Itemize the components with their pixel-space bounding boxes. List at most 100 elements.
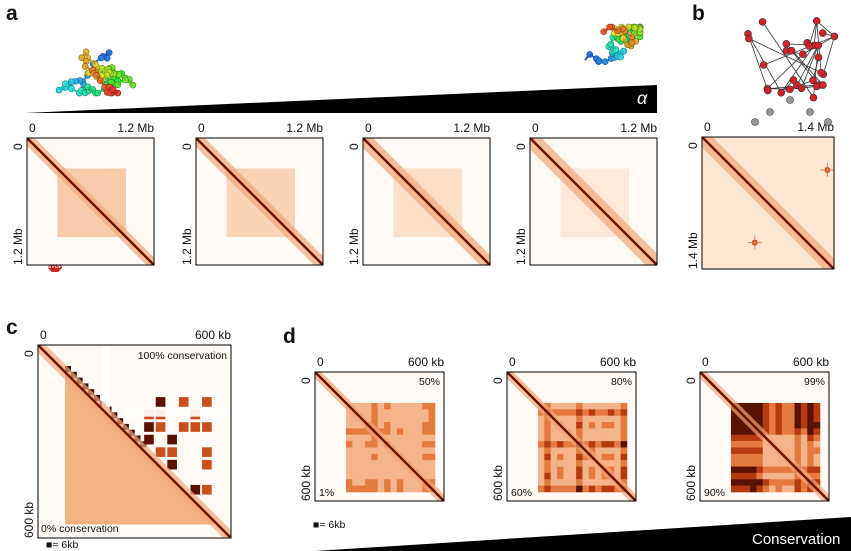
cell [601, 402, 609, 410]
cell [788, 402, 795, 410]
cell [422, 402, 429, 410]
cell [544, 472, 551, 480]
cell [428, 472, 436, 480]
upper-block [202, 447, 212, 457]
tree-node [830, 32, 839, 41]
stop-label: STOP [48, 264, 63, 270]
tree-node [759, 61, 768, 69]
cell [422, 409, 429, 416]
x-end-label: 1.2 Mb [117, 121, 154, 135]
cell [737, 422, 744, 429]
tree-node [819, 81, 827, 89]
x-end-label: 600 kb [195, 328, 231, 342]
cell [607, 434, 615, 442]
cell [730, 460, 738, 467]
cell [737, 466, 744, 474]
cell [345, 441, 353, 448]
cell [422, 434, 429, 442]
cell [422, 441, 429, 448]
cell [415, 434, 423, 442]
cell [377, 447, 385, 455]
cell [576, 472, 583, 480]
cell [557, 460, 564, 467]
cell [569, 479, 577, 486]
cell [781, 472, 789, 480]
cell [730, 453, 738, 461]
cell [614, 428, 621, 436]
cell [800, 428, 808, 436]
cell [345, 485, 353, 493]
cell [588, 479, 596, 486]
cell [769, 409, 776, 416]
cell [800, 422, 808, 429]
cell [403, 485, 410, 493]
cell [794, 428, 802, 436]
cell [358, 485, 366, 493]
cell [607, 485, 615, 493]
tree-node [817, 68, 825, 77]
cell [614, 409, 621, 416]
cell [588, 466, 596, 474]
cell [813, 422, 821, 429]
cell [607, 441, 615, 448]
tree-node [763, 86, 772, 95]
cell [345, 453, 353, 461]
cell [750, 466, 757, 474]
cell [384, 415, 391, 423]
cell [750, 472, 757, 480]
cell [422, 447, 429, 455]
cell [595, 479, 602, 486]
cell [358, 434, 366, 442]
cell [800, 402, 808, 410]
cell [377, 415, 385, 423]
cell [813, 434, 821, 442]
cell [769, 453, 776, 461]
cell [769, 422, 776, 429]
cell [365, 479, 372, 486]
y-start-label: 0 [491, 377, 505, 384]
cell [345, 460, 353, 467]
cell [365, 402, 372, 410]
y-start-label: 0 [11, 143, 25, 150]
cell [409, 402, 417, 410]
cell [352, 441, 359, 448]
cell [807, 428, 814, 436]
cell [737, 485, 744, 493]
cell [537, 466, 545, 474]
cell [415, 485, 423, 493]
cell [396, 402, 404, 410]
bead [109, 86, 117, 93]
cell [769, 415, 776, 423]
cell [762, 402, 770, 410]
white-stripe [124, 408, 231, 417]
cell [582, 479, 590, 486]
cell [762, 466, 770, 474]
cell [595, 441, 602, 448]
cell [415, 428, 423, 436]
cell [396, 428, 404, 436]
cell [345, 447, 353, 455]
cell [807, 415, 814, 423]
cell [775, 402, 783, 410]
cell [537, 415, 545, 423]
cell [756, 409, 764, 416]
cell [601, 422, 609, 429]
y-start-label: 0 [686, 142, 700, 149]
cell [563, 402, 571, 410]
cell [620, 447, 628, 455]
cell [800, 409, 808, 416]
cell [390, 479, 398, 486]
cell [365, 485, 372, 493]
cell [396, 479, 404, 486]
cell [813, 415, 821, 423]
cell [582, 485, 590, 493]
cell [544, 485, 551, 493]
cell [422, 415, 429, 423]
cell [403, 415, 410, 423]
cell [794, 409, 802, 416]
cell [550, 441, 558, 448]
cell [352, 434, 359, 442]
cell [537, 422, 545, 429]
diagonal [315, 372, 444, 501]
